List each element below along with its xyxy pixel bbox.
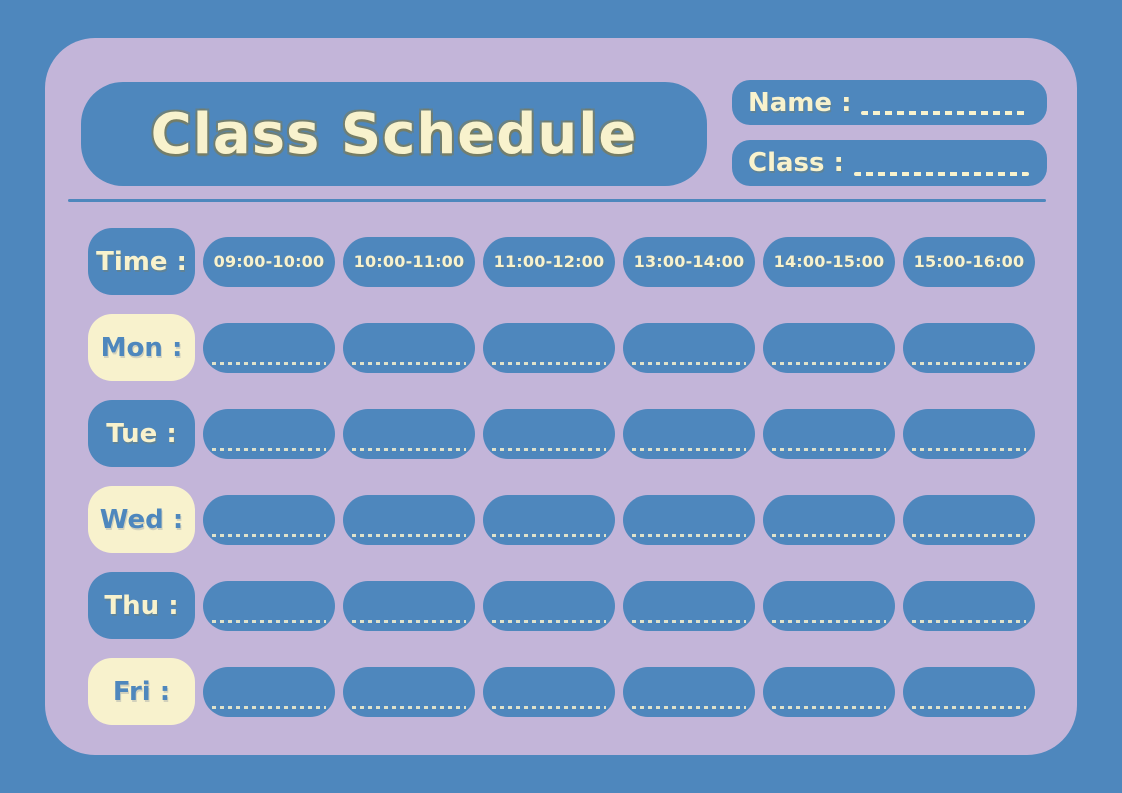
write-line bbox=[212, 619, 326, 623]
schedule-cell[interactable] bbox=[903, 322, 1035, 373]
schedule-cell[interactable] bbox=[903, 494, 1035, 545]
schedule-cell[interactable] bbox=[483, 494, 615, 545]
schedule-cell[interactable] bbox=[623, 666, 755, 717]
write-line bbox=[492, 533, 606, 537]
write-line bbox=[352, 533, 466, 537]
schedule-cell[interactable] bbox=[203, 580, 335, 631]
write-line bbox=[212, 447, 326, 451]
day-label-mon: Mon : bbox=[88, 314, 195, 381]
write-line bbox=[632, 705, 746, 709]
schedule-cell[interactable] bbox=[483, 322, 615, 373]
schedule-cell[interactable] bbox=[483, 666, 615, 717]
write-line bbox=[912, 361, 1026, 365]
day-label-thu: Thu : bbox=[88, 572, 195, 639]
day-row-fri: Fri : bbox=[88, 658, 1035, 725]
schedule-cell[interactable] bbox=[763, 666, 895, 717]
write-line bbox=[352, 447, 466, 451]
class-field[interactable]: Class : bbox=[732, 140, 1047, 186]
write-line bbox=[352, 361, 466, 365]
write-line bbox=[212, 361, 326, 365]
time-slot-header: 13:00-14:00 bbox=[623, 236, 755, 287]
day-row-mon: Mon : bbox=[88, 314, 1035, 381]
schedule-cell[interactable] bbox=[203, 322, 335, 373]
write-line bbox=[352, 619, 466, 623]
time-slot-header: 14:00-15:00 bbox=[763, 236, 895, 287]
write-line bbox=[772, 533, 886, 537]
schedule-cell[interactable] bbox=[903, 580, 1035, 631]
schedule-cell[interactable] bbox=[903, 666, 1035, 717]
schedule-cell[interactable] bbox=[343, 666, 475, 717]
schedule-cell[interactable] bbox=[203, 666, 335, 717]
schedule-cell[interactable] bbox=[623, 322, 755, 373]
schedule-cell[interactable] bbox=[203, 494, 335, 545]
schedule-cell[interactable] bbox=[343, 580, 475, 631]
schedule-cell[interactable] bbox=[623, 408, 755, 459]
title-banner: Class Schedule bbox=[81, 82, 707, 186]
name-input-line[interactable] bbox=[861, 111, 1029, 115]
write-line bbox=[632, 447, 746, 451]
write-line bbox=[492, 619, 606, 623]
day-row-tue: Tue : bbox=[88, 400, 1035, 467]
name-label: Name : bbox=[748, 87, 852, 118]
write-line bbox=[912, 533, 1026, 537]
time-slot-header: 09:00-10:00 bbox=[203, 236, 335, 287]
write-line bbox=[912, 619, 1026, 623]
schedule-cell[interactable] bbox=[343, 322, 475, 373]
time-header-label: Time : bbox=[88, 228, 195, 295]
write-line bbox=[352, 705, 466, 709]
write-line bbox=[632, 361, 746, 365]
write-line bbox=[912, 447, 1026, 451]
write-line bbox=[212, 533, 326, 537]
schedule-cell[interactable] bbox=[203, 408, 335, 459]
schedule-cell[interactable] bbox=[343, 494, 475, 545]
time-slot-header: 10:00-11:00 bbox=[343, 236, 475, 287]
schedule-cell[interactable] bbox=[763, 408, 895, 459]
schedule-cell[interactable] bbox=[763, 322, 895, 373]
day-label-tue: Tue : bbox=[88, 400, 195, 467]
class-label: Class : bbox=[748, 148, 844, 178]
write-line bbox=[912, 705, 1026, 709]
write-line bbox=[772, 619, 886, 623]
class-input-line[interactable] bbox=[853, 172, 1029, 176]
day-label-fri: Fri : bbox=[88, 658, 195, 725]
page-title: Class Schedule bbox=[150, 101, 638, 167]
schedule-cell[interactable] bbox=[623, 580, 755, 631]
header-divider bbox=[68, 199, 1046, 202]
write-line bbox=[772, 447, 886, 451]
write-line bbox=[632, 619, 746, 623]
write-line bbox=[212, 705, 326, 709]
schedule-cell[interactable] bbox=[763, 494, 895, 545]
day-label-wed: Wed : bbox=[88, 486, 195, 553]
time-slot-header: 11:00-12:00 bbox=[483, 236, 615, 287]
write-line bbox=[772, 705, 886, 709]
schedule-grid: Time : 09:00-10:00 10:00-11:00 11:00-12:… bbox=[88, 228, 1035, 725]
day-row-thu: Thu : bbox=[88, 572, 1035, 639]
write-line bbox=[492, 361, 606, 365]
day-row-wed: Wed : bbox=[88, 486, 1035, 553]
time-slot-header: 15:00-16:00 bbox=[903, 236, 1035, 287]
schedule-cell[interactable] bbox=[483, 580, 615, 631]
name-field[interactable]: Name : bbox=[732, 80, 1047, 125]
schedule-cell[interactable] bbox=[623, 494, 755, 545]
write-line bbox=[632, 533, 746, 537]
schedule-cell[interactable] bbox=[343, 408, 475, 459]
write-line bbox=[492, 447, 606, 451]
write-line bbox=[492, 705, 606, 709]
schedule-cell[interactable] bbox=[903, 408, 1035, 459]
write-line bbox=[772, 361, 886, 365]
schedule-cell[interactable] bbox=[763, 580, 895, 631]
time-header-row: Time : 09:00-10:00 10:00-11:00 11:00-12:… bbox=[88, 228, 1035, 295]
schedule-cell[interactable] bbox=[483, 408, 615, 459]
schedule-card: Class Schedule Name : Class : Time : 09:… bbox=[45, 38, 1077, 755]
